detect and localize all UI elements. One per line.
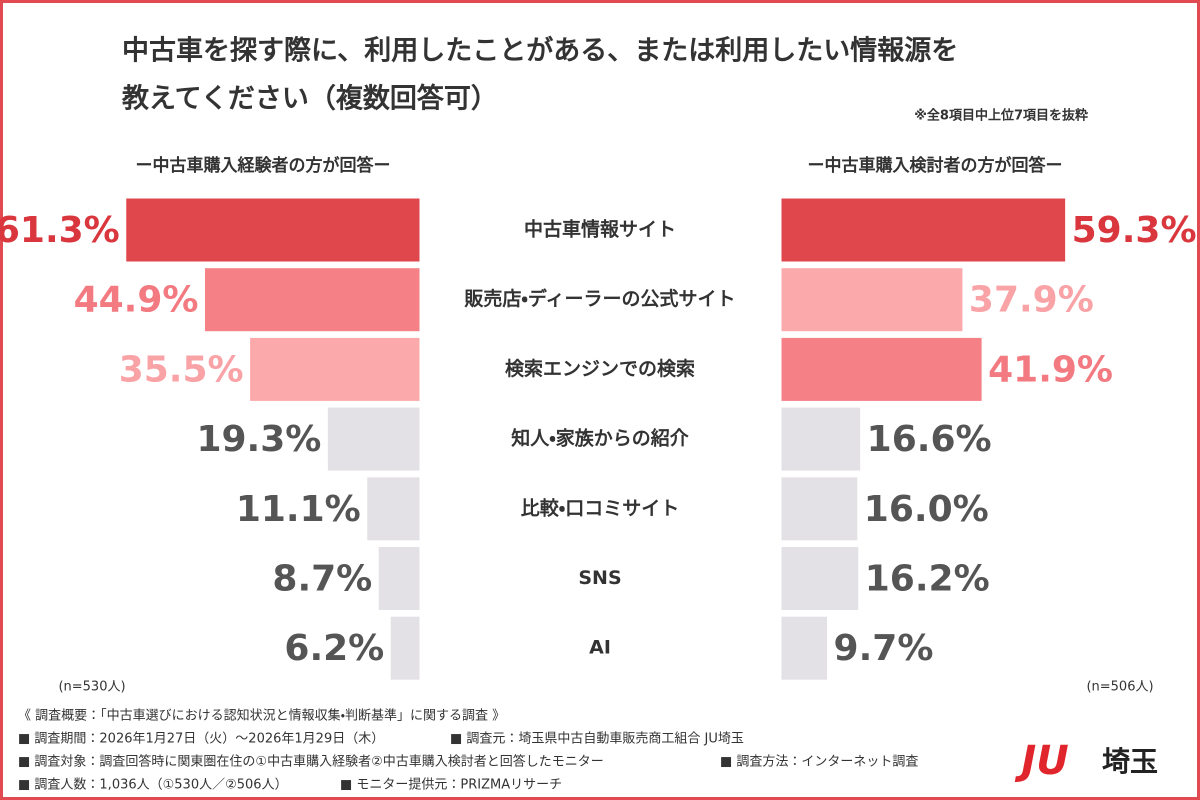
footer-note: ■ モニター提供元：PRIZMAリサーチ bbox=[340, 777, 562, 793]
category-label: 比較・口コミサイト bbox=[521, 496, 679, 519]
footer-note: 《 調査概要：「中古車選びにおける認知状況と情報収集・判断基準」に関する調査 》 bbox=[18, 708, 505, 724]
value-label: 35.5% bbox=[119, 349, 244, 390]
series-name: ー中古車購入経験者の方が回答ー bbox=[136, 155, 391, 176]
bar bbox=[780, 336, 983, 402]
bar bbox=[780, 615, 829, 681]
sample-size: (n=530人) bbox=[58, 680, 125, 695]
value-label: 59.3% bbox=[1072, 210, 1197, 251]
sample-size: (n=506人) bbox=[1086, 680, 1153, 695]
value-label: 8.7% bbox=[272, 559, 372, 600]
value-label: 19.3% bbox=[196, 419, 321, 460]
category-label: AI bbox=[589, 637, 611, 659]
bar bbox=[780, 406, 862, 472]
bar bbox=[326, 406, 421, 472]
chart-title: 教えてください（複数回答可） bbox=[121, 83, 498, 115]
footer-note: ■ 調査対象：調査回答時に関東圏在住の①中古車購入経験者②中古車購入検討者と回答… bbox=[18, 754, 604, 770]
bar bbox=[780, 197, 1067, 263]
footer-note: ■ 調査元：埼玉県中古自動車販売商工組合 JU埼玉 bbox=[450, 731, 744, 747]
footer-note: ■ 調査方法：インターネット調査 bbox=[720, 754, 918, 770]
bar bbox=[203, 267, 421, 333]
value-label: 9.7% bbox=[834, 628, 934, 669]
bar bbox=[377, 546, 421, 611]
chart-title: 中古車を探す際に、利用したことがある、または利用したい情報源を bbox=[122, 35, 958, 67]
value-label: 6.2% bbox=[284, 628, 384, 669]
bar bbox=[249, 336, 421, 402]
bar bbox=[125, 197, 421, 263]
value-label: 37.9% bbox=[969, 280, 1094, 321]
category-label: 中古車情報サイト bbox=[524, 218, 676, 241]
value-label: 16.0% bbox=[864, 489, 989, 530]
value-label: 61.3% bbox=[0, 210, 120, 251]
bar bbox=[780, 546, 860, 611]
bar bbox=[780, 476, 859, 542]
value-label: 16.2% bbox=[865, 559, 990, 600]
value-label: 16.6% bbox=[867, 419, 992, 460]
category-label: SNS bbox=[578, 567, 621, 589]
annotation: ※全8項目中上位7項目を抜粋 bbox=[914, 108, 1088, 124]
bar bbox=[389, 615, 421, 681]
footer-note: ■ 調査人数：1,036人（①530人／②506人） bbox=[18, 778, 288, 793]
category-label: 検索エンジンでの検索 bbox=[505, 357, 695, 380]
category-label: 知人・家族からの紹介 bbox=[511, 427, 688, 450]
footer-note: ■ 調査期間：2026年1月27日（火）〜2026年1月29日（木） bbox=[18, 732, 384, 747]
category-label: 販売店・ディーラーの公式サイト bbox=[463, 287, 735, 310]
series-name: ー中古車購入検討者の方が回答ー bbox=[808, 155, 1063, 176]
logo-text: 埼玉 bbox=[1102, 745, 1158, 778]
logo-mark: JU bbox=[1014, 738, 1068, 784]
bar bbox=[780, 267, 964, 333]
value-label: 11.1% bbox=[236, 489, 361, 530]
value-label: 41.9% bbox=[988, 349, 1113, 390]
value-label: 44.9% bbox=[74, 280, 199, 321]
bar bbox=[366, 476, 421, 542]
